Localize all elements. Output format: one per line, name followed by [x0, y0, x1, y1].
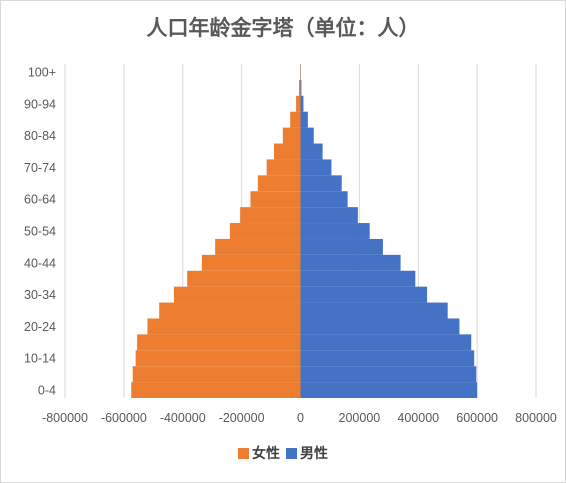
x-tick-label-2: -400000 [160, 411, 206, 425]
legend-label-male: 男性 [300, 446, 328, 462]
bar-male-5-9 [300, 366, 477, 383]
x-tick-label-5: 200000 [339, 411, 381, 425]
bar-female-75-79 [274, 143, 301, 160]
x-tick-label-1: -600000 [101, 411, 147, 425]
x-tick-label-8: 800000 [515, 411, 557, 425]
bar-male-20-24 [300, 318, 460, 335]
bar-male-0-4 [300, 382, 478, 398]
bar-male-25-29 [300, 302, 448, 319]
bar-male-30-34 [300, 286, 428, 303]
bar-male-35-39 [300, 270, 416, 287]
bar-male-90-94 [300, 95, 304, 112]
bar-female-40-44 [201, 254, 301, 271]
bar-female-30-34 [173, 286, 301, 303]
y-tick-label-0-4: 0-4 [38, 384, 56, 398]
y-tick-label-10-14: 10-14 [24, 352, 56, 366]
bar-female-85-89 [290, 111, 301, 128]
legend-item-female: 女性 [238, 443, 280, 463]
bar-female-0-4 [131, 382, 301, 398]
bar-female-10-14 [135, 350, 301, 367]
bar-male-80-84 [300, 127, 314, 144]
bar-female-20-24 [147, 318, 301, 335]
legend-item-male: 男性 [286, 443, 328, 463]
y-tick-label-30-34: 30-34 [24, 288, 56, 302]
bar-female-95-99 [299, 79, 301, 96]
x-tick-label-0: -800000 [42, 411, 88, 425]
bar-female-35-39 [187, 270, 301, 287]
bar-male-85-89 [300, 111, 308, 128]
x-tick-label-6: 400000 [397, 411, 439, 425]
y-tick-label-80-84: 80-84 [24, 129, 56, 143]
bar-male-70-74 [300, 159, 332, 176]
bar-female-5-9 [132, 366, 301, 383]
bar-male-50-54 [300, 223, 370, 239]
bar-female-55-59 [240, 207, 301, 224]
y-tick-label-40-44: 40-44 [24, 256, 56, 270]
y-tick-label-60-64: 60-64 [24, 193, 56, 207]
y-tick-label-20-24: 20-24 [24, 320, 56, 334]
chart-title: 人口年龄金字塔（单位：人） [146, 15, 420, 40]
bar-male-60-64 [300, 191, 348, 208]
x-tick-label-7: 600000 [456, 411, 498, 425]
bar-female-65-69 [257, 175, 301, 192]
legend-swatch-male [286, 447, 297, 459]
legend-swatch-female [238, 447, 249, 459]
y-tick-label-90-94: 90-94 [24, 97, 56, 111]
y-tick-label-70-74: 70-74 [24, 161, 56, 175]
bar-female-45-49 [215, 238, 301, 255]
bar-male-55-59 [300, 207, 358, 224]
bar-male-65-69 [300, 175, 342, 192]
x-tick-label-4: 0 [297, 411, 304, 425]
bar-female-90-94 [296, 95, 301, 112]
legend: 女性 男性 [0, 443, 566, 463]
bar-male-95-99 [300, 79, 302, 96]
y-tick-label-50-54: 50-54 [24, 225, 56, 239]
x-tick-label-3: -200000 [219, 411, 265, 425]
bar-female-70-74 [266, 159, 301, 176]
bars [131, 64, 478, 398]
y-axis-labels: 0-4 10-14 20-24 30-34 40-44 50-54 60-64 70-74 80… [24, 65, 56, 397]
bar-male-10-14 [300, 350, 475, 367]
bar-male-15-19 [300, 334, 472, 351]
bar-female-25-29 [159, 302, 301, 319]
bar-female-60-64 [250, 191, 301, 208]
y-tick-label-100+: 100+ [28, 65, 56, 79]
legend-label-female: 女性 [252, 446, 280, 462]
bar-female-15-19 [137, 334, 301, 351]
bar-female-50-54 [229, 223, 301, 239]
bar-male-40-44 [300, 254, 401, 271]
bar-female-80-84 [282, 127, 301, 144]
x-axis-labels: -800000 -600000 -400000 -200000 0 200000 40000… [42, 411, 557, 425]
bar-male-45-49 [300, 238, 383, 255]
bar-male-75-79 [300, 143, 323, 160]
